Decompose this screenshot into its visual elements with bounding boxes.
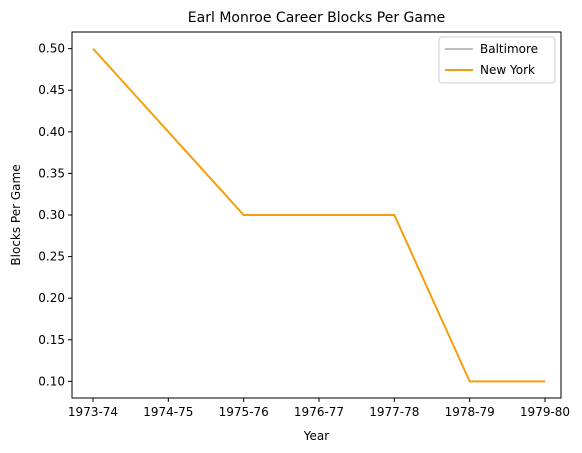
y-tick-label: 0.45 bbox=[38, 83, 65, 97]
x-tick-label: 1974-75 bbox=[143, 405, 193, 419]
x-axis-title: Year bbox=[303, 429, 329, 443]
y-axis-title: Blocks Per Game bbox=[9, 164, 23, 265]
y-tick-label: 0.15 bbox=[38, 333, 65, 347]
y-tick-label: 0.20 bbox=[38, 291, 65, 305]
y-tick-label: 0.50 bbox=[38, 42, 65, 56]
legend-label: Baltimore bbox=[480, 42, 538, 56]
x-tick-label: 1978-79 bbox=[445, 405, 495, 419]
legend-label: New York bbox=[480, 63, 535, 77]
x-tick-label: 1975-76 bbox=[219, 405, 269, 419]
x-tick-label: 1976-77 bbox=[294, 405, 344, 419]
x-tick-label: 1973-74 bbox=[68, 405, 118, 419]
y-tick-label: 0.40 bbox=[38, 125, 65, 139]
y-tick-label: 0.30 bbox=[38, 208, 65, 222]
x-tick-label: 1979-80 bbox=[520, 405, 570, 419]
series-line-new-york bbox=[92, 47, 545, 383]
y-tick-label: 0.35 bbox=[38, 166, 65, 180]
y-tick-label: 0.25 bbox=[38, 250, 65, 264]
y-tick-label: 0.10 bbox=[38, 374, 65, 388]
x-tick-label: 1977-78 bbox=[369, 405, 419, 419]
chart-title: Earl Monroe Career Blocks Per Game bbox=[188, 10, 445, 26]
legend: Baltimore New York bbox=[438, 36, 556, 84]
